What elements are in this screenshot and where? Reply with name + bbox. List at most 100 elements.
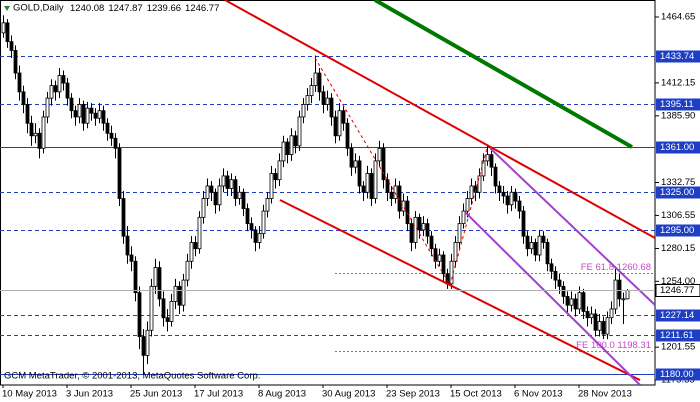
candle-body xyxy=(109,132,114,139)
candle-body xyxy=(225,175,230,189)
candle-body xyxy=(297,116,302,147)
trendline xyxy=(224,0,655,239)
candle-body xyxy=(185,260,190,281)
candle-body xyxy=(285,141,290,156)
candle-body xyxy=(361,185,366,193)
candle-body xyxy=(125,235,130,256)
candle-body xyxy=(517,200,522,212)
candle-body xyxy=(289,135,294,156)
candle-body xyxy=(113,137,118,149)
candle-body xyxy=(57,75,62,93)
level-box xyxy=(656,98,700,111)
candle-body xyxy=(309,85,314,97)
header-value: 1247.87 xyxy=(108,3,142,14)
candle-body xyxy=(417,216,422,231)
candle-body xyxy=(157,267,162,300)
candle-body xyxy=(429,235,434,250)
candle-body xyxy=(69,97,74,112)
x-tick-label: 23 Sep 2013 xyxy=(386,389,440,400)
y-tick-label: 1201.55 xyxy=(661,342,695,353)
candle-body xyxy=(601,321,606,335)
candle-body xyxy=(553,270,558,281)
y-tick-label: 1332.75 xyxy=(661,177,695,188)
candle-body xyxy=(17,72,22,93)
candle-body xyxy=(337,110,342,137)
candle-body xyxy=(569,298,574,306)
x-tick-label: 30 Aug 2013 xyxy=(322,389,375,400)
candle-body xyxy=(585,311,590,319)
candle-body xyxy=(269,173,274,199)
candle-body xyxy=(117,147,122,199)
candle-body xyxy=(357,160,362,187)
candle-body xyxy=(329,97,334,118)
candle-body xyxy=(477,175,482,193)
y-tick-label: 1385.90 xyxy=(661,110,695,121)
candle-body xyxy=(65,82,70,99)
candle-body xyxy=(129,254,134,262)
candle-body xyxy=(521,210,526,237)
candle-body xyxy=(353,160,358,168)
candle-body xyxy=(301,104,306,118)
candle-body xyxy=(81,104,86,124)
candle-body xyxy=(533,242,538,256)
x-tick-label: 6 Nov 2013 xyxy=(514,389,563,400)
candle-body xyxy=(137,292,142,337)
level-box xyxy=(656,329,700,342)
trendline xyxy=(374,0,633,149)
x-tick-label: 3 Jun 2013 xyxy=(66,389,113,400)
trendline xyxy=(464,211,641,385)
candle-body xyxy=(545,242,550,265)
copyright: GCM MetaTrader, © 2001-2013, MetaQuotes … xyxy=(4,371,260,382)
candle-body xyxy=(25,104,30,124)
candle-body xyxy=(305,95,310,105)
candle-body xyxy=(149,285,154,331)
candle-body xyxy=(409,223,414,243)
candle-body xyxy=(565,296,570,306)
candle-body xyxy=(89,107,94,114)
candle-body xyxy=(281,141,286,162)
candle-body xyxy=(365,173,370,193)
candle-body xyxy=(133,260,138,294)
candle-body xyxy=(345,122,350,149)
candle-body xyxy=(73,110,78,118)
candle-body xyxy=(549,263,554,272)
level-label: 1180.00 xyxy=(660,369,694,380)
level-box xyxy=(656,224,700,237)
candle-body xyxy=(105,122,110,134)
level-label: 1295.00 xyxy=(660,225,694,236)
candle-body xyxy=(33,132,38,137)
candle-body xyxy=(461,210,466,225)
candle-body xyxy=(465,198,470,212)
candle-body xyxy=(241,191,246,209)
candle-body xyxy=(41,116,46,149)
candle-body xyxy=(317,72,322,93)
candle-body xyxy=(453,242,458,262)
candle-body xyxy=(145,329,150,356)
candle-body xyxy=(325,97,330,105)
candle-body xyxy=(313,72,318,86)
candle-body xyxy=(529,242,534,250)
candle-body xyxy=(1,22,6,34)
symbol-icon xyxy=(4,6,10,11)
candle-body xyxy=(261,210,266,235)
candle-body xyxy=(593,313,598,331)
candle-body xyxy=(153,267,158,287)
candle-body xyxy=(469,185,474,199)
level-box xyxy=(656,50,700,63)
candle-body xyxy=(221,175,226,187)
x-tick-label: 25 Jun 2013 xyxy=(130,389,182,400)
candle-body xyxy=(273,173,278,181)
candle-body xyxy=(121,198,126,237)
fib-label: FE 100.0 1198.31 xyxy=(576,340,651,351)
y-tick-label: 1464.65 xyxy=(661,12,695,23)
candle-body xyxy=(201,198,206,218)
candle-body xyxy=(581,292,586,312)
candle-body xyxy=(437,254,442,262)
candle-body xyxy=(193,242,198,250)
candle-body xyxy=(21,91,26,105)
candle-body xyxy=(141,336,146,356)
candle-body xyxy=(513,191,518,202)
candle-body xyxy=(93,112,98,119)
